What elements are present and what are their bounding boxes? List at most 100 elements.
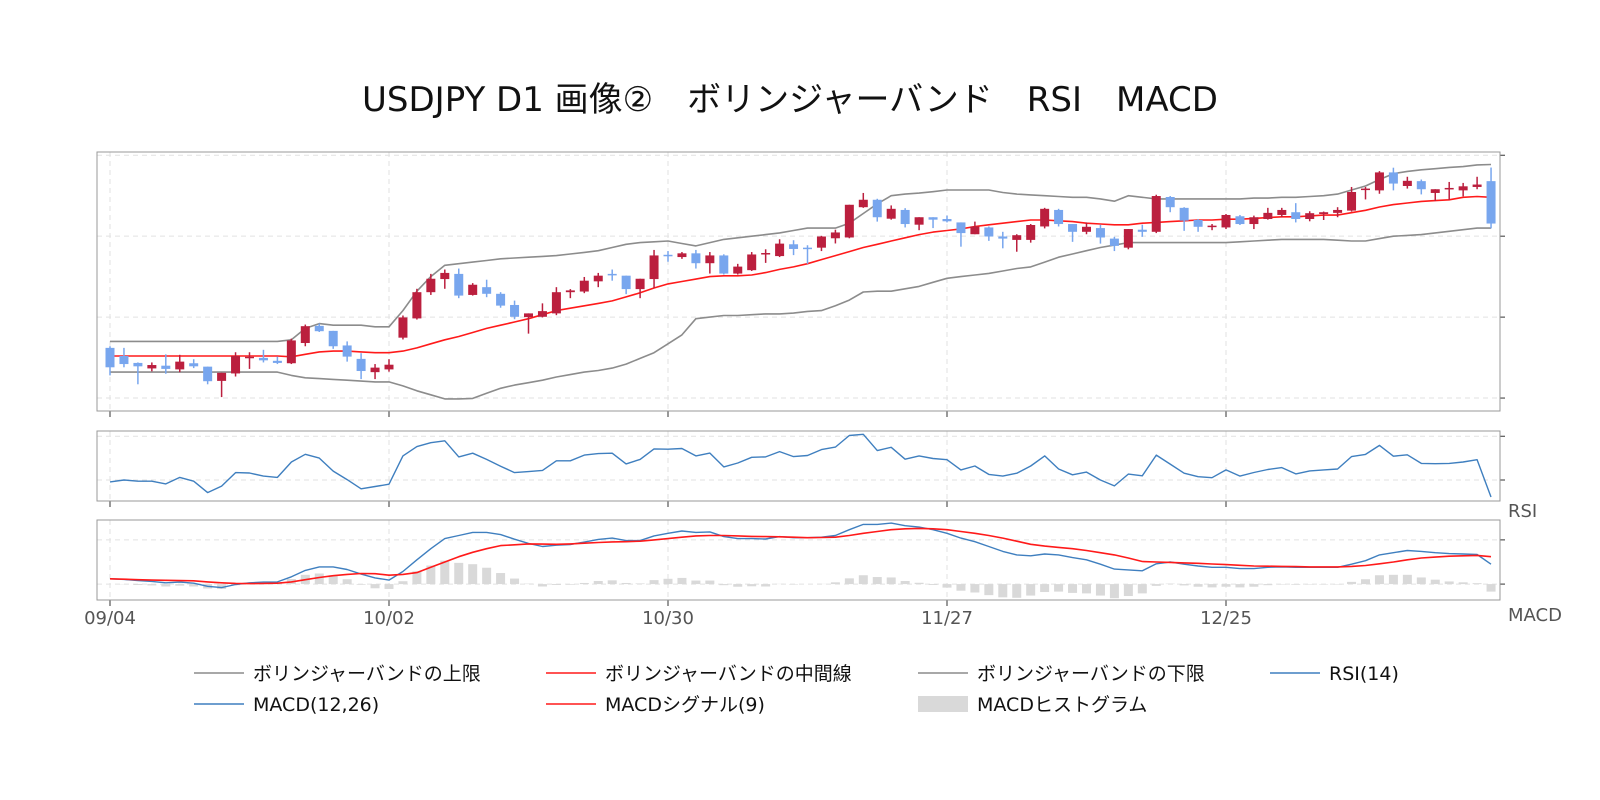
candle-body-up <box>1402 180 1412 186</box>
candle-body-up <box>649 255 659 280</box>
legend-label: RSI(14) <box>1329 663 1399 685</box>
candle-body-up <box>468 284 478 295</box>
candle-body-down <box>803 247 812 250</box>
candle-body-up <box>551 292 561 314</box>
candle-body-up <box>537 311 547 317</box>
macd-histogram-bar <box>956 584 966 591</box>
candle-body-up <box>579 280 589 292</box>
candle-body-down <box>454 273 464 296</box>
macd-histogram-bar <box>607 580 617 585</box>
candle-body-up <box>1333 209 1343 213</box>
candle-body-down <box>119 355 129 365</box>
chart-title: USDJPY D1 画像② ボリンジャーバンド RSI MACD <box>362 80 1218 120</box>
candle-body-up <box>1444 187 1454 190</box>
macd-histogram-bar <box>1207 584 1217 588</box>
candle-body-up <box>565 290 575 293</box>
macd-histogram-bar <box>175 584 185 586</box>
candle-body-down <box>1109 238 1119 246</box>
macd-histogram-bar <box>356 584 366 585</box>
candle-body-down <box>900 209 910 225</box>
rsi-panel: RSI <box>96 430 1537 522</box>
candle-body-down <box>691 253 701 264</box>
candle-body-up <box>705 255 715 264</box>
candle-body-up <box>1263 212 1273 220</box>
candle-body-up <box>844 204 854 238</box>
macd-histogram-bar <box>928 584 938 585</box>
macd-histogram-bar <box>1416 577 1426 585</box>
macd-histogram-bar <box>1040 584 1050 593</box>
macd-histogram-bar <box>1249 584 1259 587</box>
candle-body-down <box>1054 209 1064 225</box>
legend-label: MACDシグナル(9) <box>605 694 765 716</box>
macd-histogram-bar <box>1068 584 1078 593</box>
macd-histogram-bar <box>1109 584 1119 599</box>
candle-body-down <box>789 244 799 249</box>
bollinger-upper-line <box>110 163 1492 343</box>
macd-histogram-bar <box>649 580 659 585</box>
macd-histogram-bar <box>705 580 715 585</box>
macd-histogram-bar <box>761 584 771 587</box>
macd-histogram-bar <box>1263 584 1273 586</box>
legend-label: MACDヒストグラム <box>977 694 1147 716</box>
candle-body-up <box>1249 217 1259 225</box>
candle-body-up <box>1082 226 1091 232</box>
macd-histogram-bar <box>984 584 994 596</box>
candle-body-down <box>342 345 352 357</box>
macd-histogram-bar <box>593 580 603 585</box>
x-tick-label: 10/30 <box>642 608 694 629</box>
candle-body-up <box>524 313 533 318</box>
candle-body-up <box>1472 184 1482 187</box>
macd-histogram-bar <box>900 580 910 585</box>
candle-body-down <box>482 287 492 294</box>
candle-body-up <box>775 243 785 257</box>
macd-histogram-bar <box>1151 584 1161 586</box>
macd-histogram-bar <box>914 582 924 585</box>
candle-body-down <box>1486 181 1496 224</box>
macd-histogram-bar <box>1235 584 1245 588</box>
rsi-panel-label: RSI <box>1508 501 1537 522</box>
panel-frame <box>96 519 1501 601</box>
candle-body-up <box>761 253 771 255</box>
macd-histogram-bar <box>1347 581 1357 585</box>
macd-histogram-bar <box>844 578 854 585</box>
x-tick-label: 12/25 <box>1200 608 1252 629</box>
macd-histogram-bar <box>565 584 575 585</box>
candle-body-down <box>105 347 115 368</box>
candle-body-down <box>998 236 1008 239</box>
candle-body-up <box>217 372 227 381</box>
candle-body-up <box>1040 208 1050 227</box>
candle-body-up <box>747 254 757 271</box>
x-tick-label: 11/27 <box>921 608 973 629</box>
macd-histogram-bar <box>1472 583 1482 585</box>
candle-body-up <box>1319 212 1329 214</box>
macd-histogram-bar <box>496 573 506 585</box>
macd-histogram-bar <box>886 577 896 585</box>
candle-body-up <box>733 266 743 274</box>
macd-histogram-bar <box>858 575 868 585</box>
macd-histogram-bar <box>133 584 143 585</box>
candle-body-down <box>510 304 520 317</box>
macd-histogram-bar <box>970 584 980 593</box>
macd-histogram-bar <box>579 582 589 585</box>
candle-body-down <box>1095 228 1105 238</box>
macd-histogram-bar <box>412 571 422 585</box>
candle-body-down <box>1416 181 1426 190</box>
candle-body-up <box>147 365 157 369</box>
candle-body-up <box>370 367 380 373</box>
candle-body-up <box>970 226 980 235</box>
candle-body-down <box>272 360 282 363</box>
candle-body-down <box>1291 212 1301 220</box>
macd-signal-line <box>109 527 1492 585</box>
candle-body-down <box>956 222 966 234</box>
macd-histogram-bar <box>733 584 743 587</box>
macd-histogram-bar <box>440 560 450 585</box>
candle-body-up <box>398 317 408 338</box>
candle-body-down <box>356 358 366 372</box>
macd-histogram-bar <box>1137 584 1147 594</box>
macd-histogram-bar <box>747 584 757 587</box>
macd-histogram-bar <box>1361 579 1370 585</box>
candle-body-down <box>719 255 729 274</box>
macd-histogram-bar <box>1486 584 1496 592</box>
legend: ボリンジャーバンドの上限 ボリンジャーバンドの中間線 ボリンジャーバンドの下限 RSI… <box>194 663 1399 716</box>
macd-histogram-bar <box>189 584 199 587</box>
